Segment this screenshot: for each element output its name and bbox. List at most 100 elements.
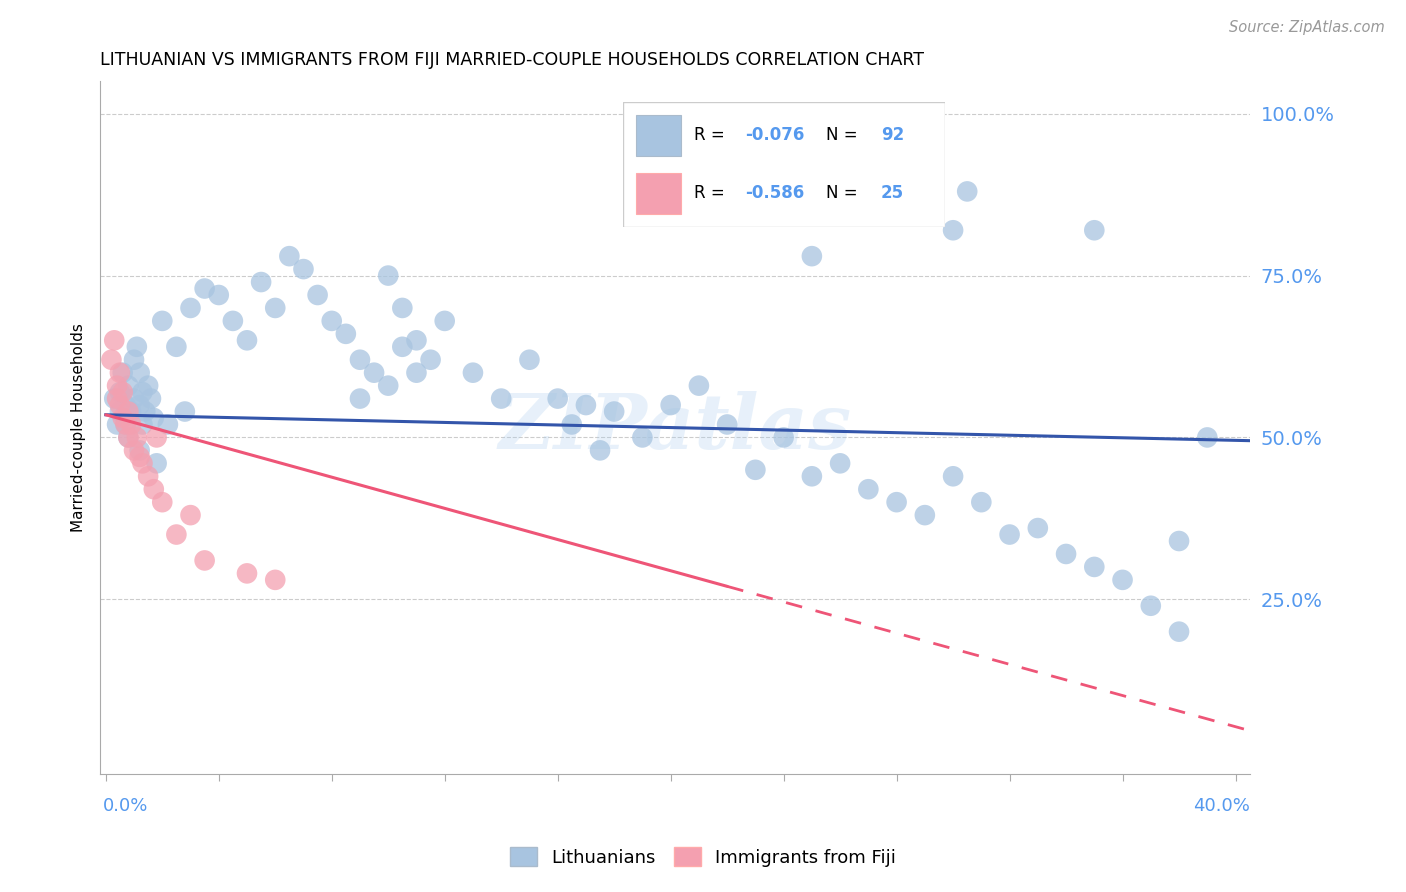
Point <box>103 392 125 406</box>
Y-axis label: Married-couple Households: Married-couple Households <box>72 323 86 533</box>
Point <box>603 404 626 418</box>
Point <box>117 378 139 392</box>
Point <box>659 398 682 412</box>
Point <box>165 527 187 541</box>
Point <box>105 392 128 406</box>
Text: 40.0%: 40.0% <box>1192 797 1250 814</box>
Point <box>236 334 259 348</box>
Point <box>264 301 287 315</box>
Point <box>405 366 427 380</box>
Point <box>194 281 217 295</box>
Point <box>128 398 150 412</box>
Point <box>830 456 852 470</box>
Point <box>405 334 427 348</box>
Point <box>131 456 153 470</box>
Point <box>433 314 456 328</box>
Point <box>391 340 413 354</box>
Point <box>349 392 371 406</box>
Point <box>111 385 134 400</box>
Point <box>105 417 128 432</box>
Point <box>1168 534 1191 549</box>
Point <box>111 411 134 425</box>
Point <box>970 495 993 509</box>
Point <box>744 463 766 477</box>
Point <box>142 411 165 425</box>
Point <box>122 443 145 458</box>
Point <box>208 288 231 302</box>
Point <box>631 430 654 444</box>
Point <box>942 223 965 237</box>
Point <box>145 456 167 470</box>
Point <box>108 398 131 412</box>
Point <box>128 366 150 380</box>
Point <box>108 366 131 380</box>
Point <box>419 352 441 367</box>
Point <box>150 495 173 509</box>
Point <box>150 314 173 328</box>
Point <box>120 404 142 418</box>
Point <box>800 469 823 483</box>
Point <box>136 469 159 483</box>
Point <box>956 185 979 199</box>
Point <box>105 378 128 392</box>
Point <box>998 527 1021 541</box>
Point <box>122 352 145 367</box>
Point <box>114 417 136 432</box>
Point <box>942 469 965 483</box>
Point <box>292 262 315 277</box>
Point <box>772 430 794 444</box>
Point <box>114 398 136 412</box>
Point <box>100 352 122 367</box>
Point <box>489 392 512 406</box>
Point <box>111 366 134 380</box>
Point <box>120 417 142 432</box>
Text: 0.0%: 0.0% <box>103 797 148 814</box>
Point <box>236 566 259 581</box>
Point <box>142 482 165 496</box>
Point <box>179 301 201 315</box>
Point <box>222 314 245 328</box>
Point <box>377 268 399 283</box>
Point <box>128 450 150 464</box>
Point <box>179 508 201 522</box>
Point <box>1139 599 1161 613</box>
Point <box>128 443 150 458</box>
Text: ZIPatlas: ZIPatlas <box>498 391 852 465</box>
Point <box>264 573 287 587</box>
Point <box>561 417 583 432</box>
Point <box>1111 573 1133 587</box>
Point <box>307 288 329 302</box>
Point <box>363 366 385 380</box>
Point <box>131 385 153 400</box>
Point <box>702 197 724 211</box>
Point <box>125 340 148 354</box>
Point <box>145 430 167 444</box>
Point <box>335 326 357 341</box>
Point <box>250 275 273 289</box>
Point <box>117 430 139 444</box>
Point <box>134 404 156 418</box>
Point <box>800 249 823 263</box>
Point <box>349 352 371 367</box>
Point <box>1168 624 1191 639</box>
Point <box>914 508 936 522</box>
Point <box>575 398 598 412</box>
Point <box>547 392 569 406</box>
Point <box>114 417 136 432</box>
Text: LITHUANIAN VS IMMIGRANTS FROM FIJI MARRIED-COUPLE HOUSEHOLDS CORRELATION CHART: LITHUANIAN VS IMMIGRANTS FROM FIJI MARRI… <box>100 51 924 69</box>
Legend: Lithuanians, Immigrants from Fiji: Lithuanians, Immigrants from Fiji <box>502 840 904 874</box>
Point <box>139 392 162 406</box>
Point <box>108 404 131 418</box>
Point <box>391 301 413 315</box>
Point <box>716 417 738 432</box>
Point <box>165 340 187 354</box>
Point <box>156 417 179 432</box>
Point <box>1197 430 1219 444</box>
Text: Source: ZipAtlas.com: Source: ZipAtlas.com <box>1229 20 1385 35</box>
Point <box>108 385 131 400</box>
Point <box>886 495 908 509</box>
Point <box>173 404 195 418</box>
Point <box>688 378 710 392</box>
Point <box>1054 547 1077 561</box>
Point <box>321 314 343 328</box>
